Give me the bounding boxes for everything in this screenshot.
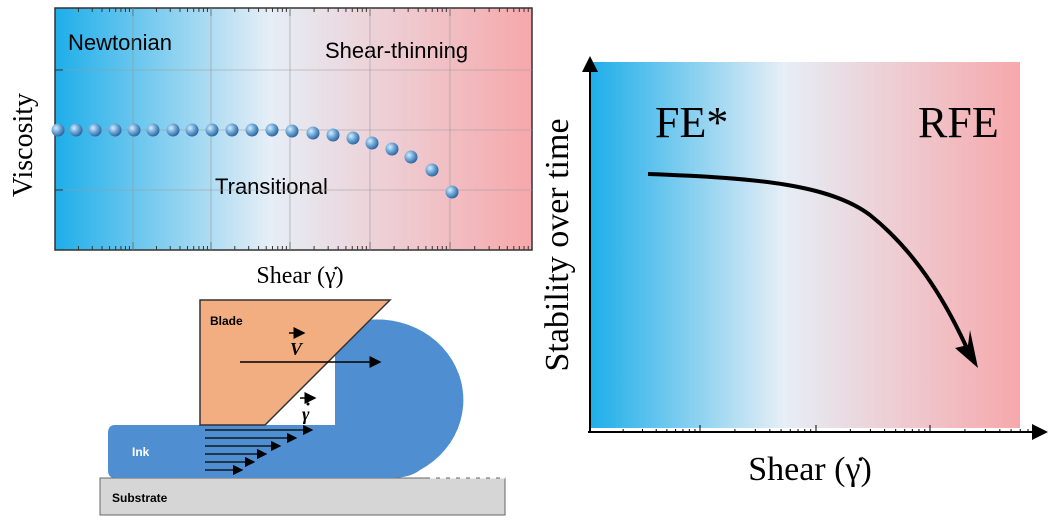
dot — [285, 124, 299, 138]
dot — [326, 128, 340, 142]
dot — [205, 123, 219, 137]
dot — [108, 123, 122, 137]
dot-sign — [306, 402, 310, 406]
trend-curve — [647, 172, 972, 356]
dot — [185, 123, 199, 137]
dot — [306, 126, 320, 140]
dot — [245, 123, 259, 137]
arrow-head — [955, 330, 978, 368]
dot — [385, 142, 399, 156]
velocity-label: V — [290, 339, 304, 359]
dot — [146, 123, 160, 137]
y-axis-label: Viscosity — [8, 93, 39, 197]
dot — [88, 123, 102, 137]
dot — [51, 123, 65, 137]
dot — [365, 136, 379, 150]
plot-area — [590, 62, 1020, 428]
region-label: Transitional — [215, 174, 328, 199]
shear-rate-label: γ — [302, 404, 310, 424]
substrate — [99, 477, 506, 516]
schematic: Blade Ink Substrate V γ — [99, 299, 506, 516]
x-axis-label: Shear (γ̇) — [256, 263, 343, 289]
dot — [425, 163, 439, 177]
blade-label: Blade — [210, 314, 243, 328]
region-label: Shear-thinning — [325, 38, 468, 63]
stability-plot: FE* RFE Stability over time Shear (γ̇) — [539, 56, 1048, 488]
dot — [69, 123, 83, 137]
region-label: RFE — [918, 98, 999, 147]
axis-ticks — [589, 425, 1042, 432]
viscosity-plot: Newtonian Shear-thinning Transitional Vi… — [8, 7, 533, 289]
x-axis-label: Shear (γ̇) — [748, 451, 872, 488]
dot — [166, 123, 180, 137]
ink-label: Ink — [132, 445, 150, 459]
dot — [127, 123, 141, 137]
y-axis-label: Stability over time — [539, 118, 576, 371]
dot — [445, 185, 459, 199]
region-label: Newtonian — [68, 30, 172, 55]
dot — [225, 123, 239, 137]
dot — [404, 150, 418, 164]
shear-arrows — [205, 424, 314, 476]
region-label: FE* — [655, 98, 728, 147]
substrate-label: Substrate — [112, 491, 168, 505]
dot — [346, 131, 360, 145]
dot — [265, 123, 279, 137]
